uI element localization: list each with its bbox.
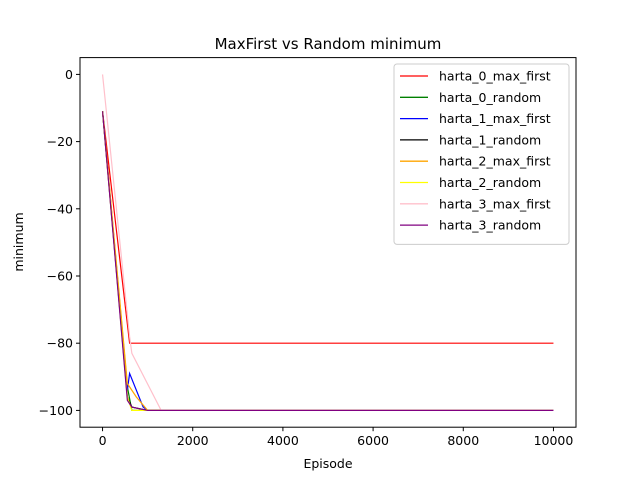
legend-label-harta_1_max_first: harta_1_max_first	[439, 111, 551, 126]
legend-label-harta_2_random: harta_2_random	[439, 175, 541, 190]
legend-label-harta_3_random: harta_3_random	[439, 218, 541, 233]
legend-label-harta_0_random: harta_0_random	[439, 90, 541, 105]
x-tick-label: 10000	[534, 433, 574, 448]
x-tick-label: 2000	[177, 433, 209, 448]
x-axis: 0 2000 4000 6000 8000 10000	[99, 427, 574, 448]
x-tick-label: 4000	[267, 433, 299, 448]
y-tick-label: −40	[47, 201, 73, 216]
legend-frame	[393, 63, 570, 245]
legend: harta_0_max_first harta_0_random harta_1_m…	[393, 63, 570, 245]
series-line-harta_3_random	[101, 111, 554, 411]
legend-label-harta_0_max_first: harta_0_max_first	[439, 69, 551, 84]
x-tick-label: 6000	[357, 433, 389, 448]
plot-area	[101, 74, 554, 411]
y-tick-label: −20	[47, 134, 73, 149]
legend-label-harta_2_max_first: harta_2_max_first	[439, 154, 551, 169]
y-axis: 0 −20 −40 −60 −80 −100	[39, 67, 80, 418]
y-tick-label: −100	[39, 403, 73, 418]
y-tick-label: −80	[47, 336, 73, 351]
legend-label-harta_1_random: harta_1_random	[439, 132, 541, 147]
y-tick-label: 0	[65, 67, 73, 82]
x-tick-label: 0	[99, 433, 107, 448]
x-tick-label: 8000	[447, 433, 479, 448]
chart-title: MaxFirst vs Random minimum	[215, 35, 442, 53]
y-axis-label: minimum	[11, 212, 26, 271]
series-line-harta_0_max_first	[101, 111, 554, 344]
y-tick-label: −60	[47, 269, 73, 284]
legend-label-harta_3_max_first: harta_3_max_first	[439, 196, 551, 211]
x-axis-label: Episode	[303, 456, 352, 471]
plot-frame	[79, 57, 577, 428]
